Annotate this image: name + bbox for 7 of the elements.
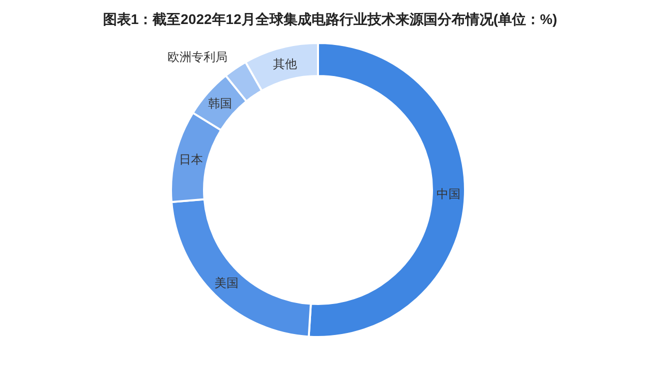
slice-label: 美国 (214, 276, 239, 290)
chart-title: 图表1：截至2022年12月全球集成电路行业技术来源国分布情况(单位：%) (102, 11, 558, 27)
slice-label: 其他 (272, 56, 297, 71)
slice-label: 日本 (179, 152, 204, 167)
slice-label: 韩国 (208, 96, 232, 111)
slice-label: 欧洲专利局 (168, 50, 228, 64)
slice-label: 中国 (436, 187, 460, 202)
